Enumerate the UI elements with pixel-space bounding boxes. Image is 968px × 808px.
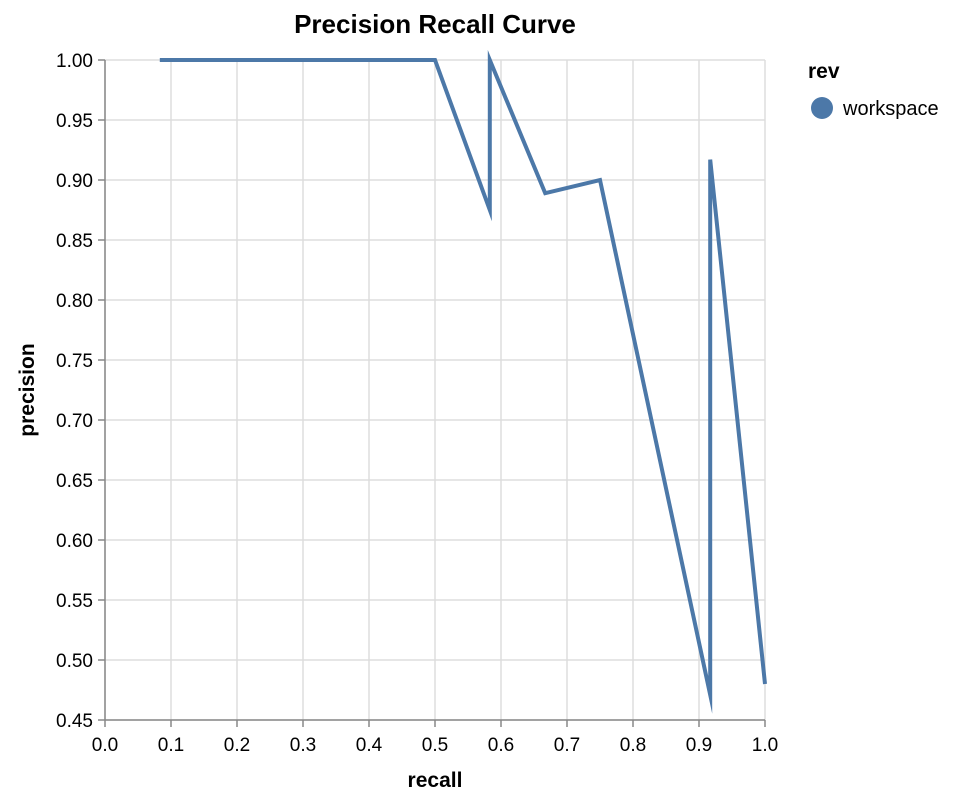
series-layer (159, 49, 767, 714)
x-tick-label: 0.1 (158, 735, 184, 756)
y-tick-label: 0.50 (56, 651, 93, 672)
x-axis-title: recall (408, 769, 463, 792)
y-tick-label: 0.90 (56, 171, 93, 192)
y-tick-label: 0.70 (56, 411, 93, 432)
x-tick-label: 0.8 (620, 735, 646, 756)
x-tick-label: 0.6 (488, 735, 514, 756)
y-tick-label: 0.45 (56, 711, 93, 732)
legend: rev workspace (808, 60, 939, 120)
x-tick-label: 0.9 (686, 735, 712, 756)
y-tick-label: 0.65 (56, 471, 93, 492)
y-axis-title: precision (16, 343, 39, 436)
y-tick-label: 0.85 (56, 231, 93, 252)
series-line-workspace (159, 49, 767, 714)
x-tick-label: 0.5 (422, 735, 448, 756)
y-tick-label: 0.60 (56, 531, 93, 552)
legend-title: rev (808, 60, 840, 83)
y-tick-label: 1.00 (56, 51, 93, 72)
x-tick-label: 0.7 (554, 735, 580, 756)
x-tick-label: 1.0 (752, 735, 778, 756)
axes: 0.0 0.1 0.2 0.3 0.4 0.5 0.6 0.7 0.8 0.9 1.0 0.45 0.5… (56, 51, 778, 756)
y-tick-label: 0.75 (56, 351, 93, 372)
y-tick-label: 0.80 (56, 291, 93, 312)
x-tick-label: 0.4 (356, 735, 383, 756)
x-tick-label: 0.0 (92, 735, 118, 756)
x-tick-label: 0.2 (224, 735, 250, 756)
grid (104, 59, 766, 721)
x-tick-label: 0.3 (290, 735, 316, 756)
legend-label-workspace: workspace (842, 98, 939, 120)
y-tick-label: 0.55 (56, 591, 93, 612)
legend-symbol-workspace (811, 97, 833, 119)
y-tick-label: 0.95 (56, 111, 93, 132)
chart-title: Precision Recall Curve (294, 9, 576, 39)
